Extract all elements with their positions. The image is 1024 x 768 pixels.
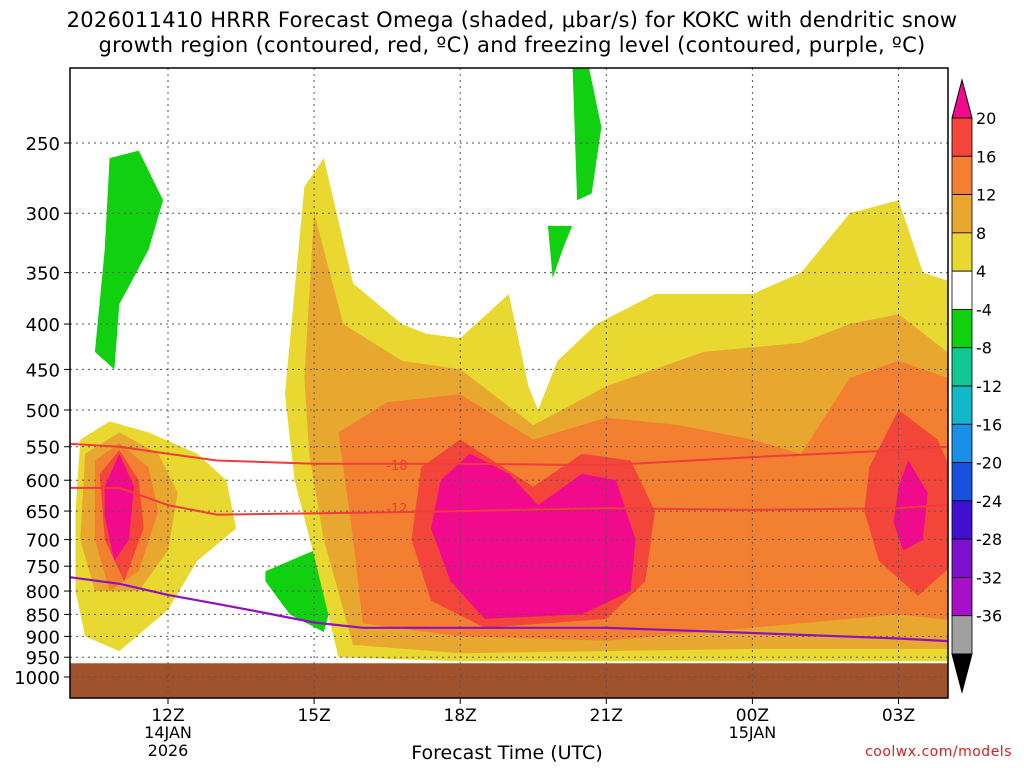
colorbar-label: 12: [976, 186, 996, 205]
dgz-contour-label: -12: [386, 502, 407, 517]
y-tick-label: 350: [26, 264, 60, 285]
x-tick-label: 21Z: [590, 706, 623, 726]
colorbar-box: [951, 194, 973, 234]
omega-region-8: [547, 225, 573, 279]
y-tick-label: 900: [26, 627, 60, 648]
colorbar-box: [951, 309, 973, 349]
plot-frame: [69, 67, 949, 699]
x-tick-label: 12Z: [151, 706, 184, 726]
y-tick-label: 650: [26, 502, 60, 523]
y-tick-label: 800: [26, 582, 60, 603]
colorbar-label: -32: [976, 568, 1002, 587]
colorbar-label: -24: [976, 492, 1002, 511]
plot-area: -18 -12: [70, 68, 948, 698]
colorbar-box: [951, 385, 973, 425]
colorbar-box: [951, 117, 973, 157]
y-tick-label: 250: [26, 134, 60, 155]
y-tick-label: 700: [26, 531, 60, 552]
x-tick-date: 14JAN: [144, 723, 192, 742]
colorbar-box: [951, 615, 973, 655]
omega-region-7: [572, 68, 602, 201]
dgz-contour--18: [70, 442, 948, 467]
y-tick-label: 850: [26, 605, 60, 626]
chart-title-line-1: 2026011410 HRRR Forecast Omega (shaded, …: [66, 8, 958, 32]
y-tick-label: 950: [26, 648, 60, 669]
credit-text: coolwx.com/models: [865, 744, 1012, 760]
colorbar-label: -16: [976, 415, 1002, 434]
colorbar-bottom-triangle: [951, 653, 973, 694]
x-tick-label: 00Z: [736, 706, 769, 726]
colorbar-box: [951, 577, 973, 617]
colorbar-label: -20: [976, 454, 1002, 473]
colorbar-top-triangle: [951, 78, 973, 119]
y-tick-label: 300: [26, 204, 60, 225]
colorbar-label: 16: [976, 147, 996, 166]
colorbar-box: [951, 347, 973, 387]
omega-region-5: [94, 150, 164, 370]
colorbar-label: -36: [976, 607, 1002, 626]
colorbar-label: 20: [976, 109, 996, 128]
y-tick-label: 500: [26, 401, 60, 422]
colorbar-label: 4: [976, 262, 986, 281]
dgz-contour--12: [70, 486, 948, 516]
colorbar-box: [951, 232, 973, 272]
colorbar-label: -12: [976, 377, 1002, 396]
x-tick-date: 15JAN: [729, 723, 777, 742]
x-axis-label: Forecast Time (UTC): [411, 742, 603, 764]
x-tick-year: 2026: [148, 741, 189, 760]
colorbar-box: [951, 500, 973, 540]
colorbar-label: -4: [976, 300, 992, 319]
colorbar-box: [951, 155, 973, 195]
y-tick-label: 750: [26, 557, 60, 578]
colorbar-box: [951, 462, 973, 502]
dgz-contour-label: -18: [386, 459, 407, 474]
x-tick-label: 15Z: [297, 706, 330, 726]
omega-region-15: [893, 460, 928, 551]
y-tick-label: 450: [26, 360, 60, 381]
y-tick-label: 1000: [14, 668, 60, 689]
y-tick-label: 600: [26, 471, 60, 492]
x-tick-label: 18Z: [444, 706, 477, 726]
colorbar-label: -8: [976, 339, 992, 358]
omega-region-14: [431, 453, 636, 619]
y-tick-label: 550: [26, 438, 60, 459]
colorbar-box: [951, 270, 973, 310]
colorbar-box: [951, 538, 973, 578]
ground-fill: [70, 663, 948, 698]
chart-title-line-2: growth region (contoured, red, ºC) and f…: [98, 33, 926, 57]
colorbar-label: 8: [976, 224, 986, 243]
colorbar-box: [951, 423, 973, 463]
y-tick-label: 400: [26, 315, 60, 336]
x-tick-label: 03Z: [882, 706, 915, 726]
colorbar-label: -28: [976, 530, 1002, 549]
freezing-level-line: [70, 576, 948, 643]
